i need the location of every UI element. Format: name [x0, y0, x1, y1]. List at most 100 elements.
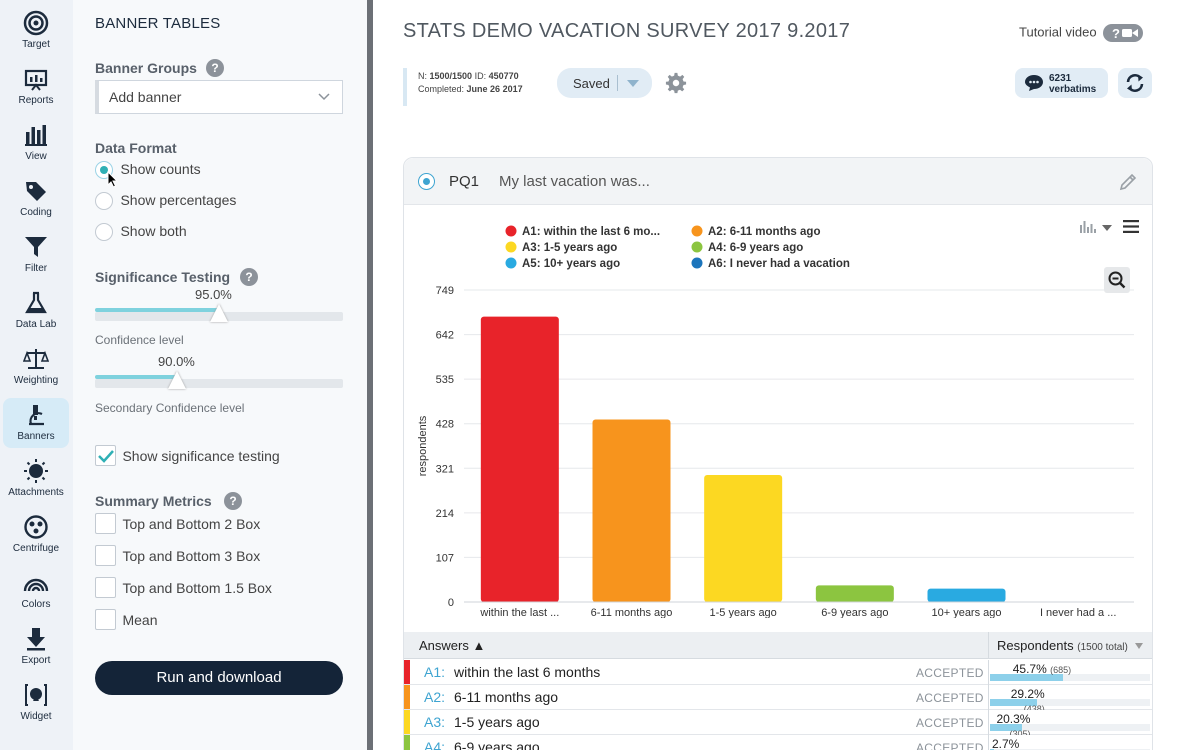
question-radio[interactable] — [418, 173, 435, 190]
help-icon[interactable]: ? — [224, 492, 242, 510]
nav-item-target[interactable]: Target — [3, 6, 69, 56]
x-tick-label: 6-11 months ago — [591, 607, 673, 618]
nav-item-reports[interactable]: Reports — [3, 62, 69, 112]
bar-4[interactable] — [815, 585, 894, 602]
respondents-pct: 20.3% — [996, 712, 1031, 726]
checkbox-label: Show significance testing — [122, 447, 280, 464]
chart-type-icon[interactable] — [1080, 221, 1096, 233]
sort-caret-icon[interactable] — [1135, 643, 1143, 649]
settings-gear-icon[interactable] — [665, 72, 687, 94]
respondents-value: 20.3% (305) — [994, 712, 1030, 740]
checkbox[interactable] — [95, 577, 116, 598]
add-banner-placeholder: Add banner — [109, 89, 182, 105]
verbatims-button[interactable]: 6231 verbatims — [1015, 68, 1108, 98]
nav-item-colors[interactable]: Colors — [3, 566, 69, 616]
nav-label: Target — [22, 39, 50, 50]
refresh-button[interactable] — [1118, 68, 1152, 98]
chart-type-caret-icon[interactable] — [1102, 225, 1112, 231]
zoom-out-button[interactable] — [1104, 267, 1130, 293]
slider-fill — [95, 308, 219, 312]
hamburger-menu-icon[interactable] — [1123, 220, 1139, 233]
legend-item[interactable]: A5: 10+ years ago — [505, 257, 621, 271]
slider-thumb[interactable] — [210, 304, 228, 322]
pencil-edit-icon[interactable] — [1119, 173, 1137, 191]
nav-item-centrifuge[interactable]: Centrifuge — [3, 510, 69, 560]
nav-item-export[interactable]: Export — [3, 622, 69, 672]
add-banner-select[interactable]: Add banner — [95, 80, 343, 114]
table-row[interactable]: A2: 6-11 months ago ACCEPTED 29.2% (438) — [404, 685, 1152, 714]
checkbox-mean[interactable]: Mean — [95, 609, 157, 630]
column-divider — [988, 632, 989, 659]
run-and-download-button[interactable]: Run and download — [95, 661, 343, 695]
radio-show-percentages[interactable]: Show percentages — [95, 192, 236, 210]
x-tick-label: 6-9 years ago — [821, 607, 888, 618]
secondary-confidence-slider[interactable] — [95, 371, 343, 391]
y-axis-label: respondents — [417, 415, 429, 476]
y-tick-label: 535 — [436, 374, 454, 386]
secondary-confidence-value: 90.0% — [158, 354, 195, 369]
bar-chart: A1: within the last 6 mo... A2: 6-11 mont… — [417, 225, 1134, 618]
legend-item[interactable]: A4: 6-9 years ago — [691, 241, 804, 255]
respondents-count: (685) — [1050, 665, 1072, 675]
table-row[interactable]: A4: 6-9 years ago ACCEPTED 2.7% (40) — [404, 735, 1152, 750]
target-icon — [23, 10, 49, 36]
radio-button[interactable] — [95, 192, 113, 210]
checkbox-checked[interactable] — [95, 445, 116, 466]
answer-code: A3: — [424, 714, 446, 730]
help-icon[interactable]: ? — [206, 59, 224, 77]
respondents-bar-track — [990, 699, 1150, 706]
bar-1[interactable] — [480, 316, 559, 602]
legend-item[interactable]: A2: 6-11 months ago — [691, 225, 821, 239]
radio-button[interactable] — [95, 223, 113, 241]
question-card: PQ1 My last vacation was... A1: within t… — [403, 157, 1153, 750]
nav-item-widget[interactable]: Widget — [3, 678, 69, 728]
sun-icon — [24, 459, 48, 483]
panel-divider[interactable] — [367, 0, 373, 750]
confidence-slider[interactable] — [95, 304, 343, 324]
bar-5[interactable] — [927, 588, 1006, 602]
saved-label: Saved — [573, 76, 610, 91]
nav-item-view[interactable]: View — [3, 118, 69, 168]
survey-title: STATS DEMO VACATION SURVEY 2017 9.2017 — [403, 20, 851, 42]
checkbox-label: Top and Bottom 1.5 Box — [122, 579, 272, 596]
nav-item-filter[interactable]: Filter — [3, 230, 69, 280]
zoom-out-icon — [1108, 271, 1126, 289]
answer-status: ACCEPTED — [916, 666, 984, 680]
nav-item-coding[interactable]: Coding — [3, 174, 69, 224]
show-significance-checkbox[interactable]: Show significance testing — [95, 445, 280, 466]
question-radio-dot — [422, 177, 430, 185]
slider-thumb[interactable] — [167, 371, 186, 389]
nav-item-weighting[interactable]: Weighting — [3, 342, 69, 392]
question-text: My last vacation was... — [499, 173, 650, 190]
checkbox[interactable] — [95, 609, 116, 630]
respondents-cell: 2.7% (40) — [990, 735, 1152, 750]
answer-text: 6-9 years ago — [454, 739, 540, 750]
nav-label: Attachments — [8, 487, 64, 498]
checkbox-top-bottom-2[interactable]: Top and Bottom 2 Box — [95, 513, 260, 534]
saved-dropdown[interactable]: Saved — [557, 68, 652, 98]
legend-item[interactable]: A3: 1-5 years ago — [505, 241, 618, 255]
tutorial-video-link[interactable]: Tutorial video ? — [1019, 24, 1144, 42]
bar-2[interactable] — [592, 419, 671, 602]
answer-code: A2: — [424, 689, 446, 705]
nav-label: Centrifuge — [12, 543, 60, 554]
nav-item-attachments[interactable]: Attachments — [3, 454, 69, 504]
radio-show-both[interactable]: Show both — [95, 223, 187, 241]
checkbox[interactable] — [95, 545, 116, 566]
checkbox-top-bottom-3[interactable]: Top and Bottom 3 Box — [95, 545, 260, 566]
answers-column-header[interactable]: Answers ▲ — [419, 638, 486, 653]
table-row[interactable]: A1: within the last 6 months ACCEPTED 45.7%… — [404, 660, 1152, 685]
checkbox-top-bottom-1-5[interactable]: Top and Bottom 1.5 Box — [95, 577, 272, 598]
bar-3[interactable] — [704, 474, 783, 602]
nav-item-data-lab[interactable]: Data Lab — [3, 286, 69, 336]
respondents-column-header[interactable]: Respondents (1500 total) — [997, 638, 1128, 653]
table-row[interactable]: A3: 1-5 years ago ACCEPTED 20.3% (305) — [404, 710, 1152, 739]
help-icon[interactable]: ? — [240, 268, 258, 286]
legend-item[interactable]: A6: I never had a vacation — [691, 257, 850, 271]
widget-icon — [25, 684, 47, 706]
legend-swatch — [691, 257, 703, 269]
y-tick-label: 428 — [436, 419, 454, 431]
legend-item[interactable]: A1: within the last 6 mo... — [505, 225, 661, 239]
nav-item-banners[interactable]: Banners — [3, 398, 69, 448]
checkbox[interactable] — [95, 513, 116, 534]
